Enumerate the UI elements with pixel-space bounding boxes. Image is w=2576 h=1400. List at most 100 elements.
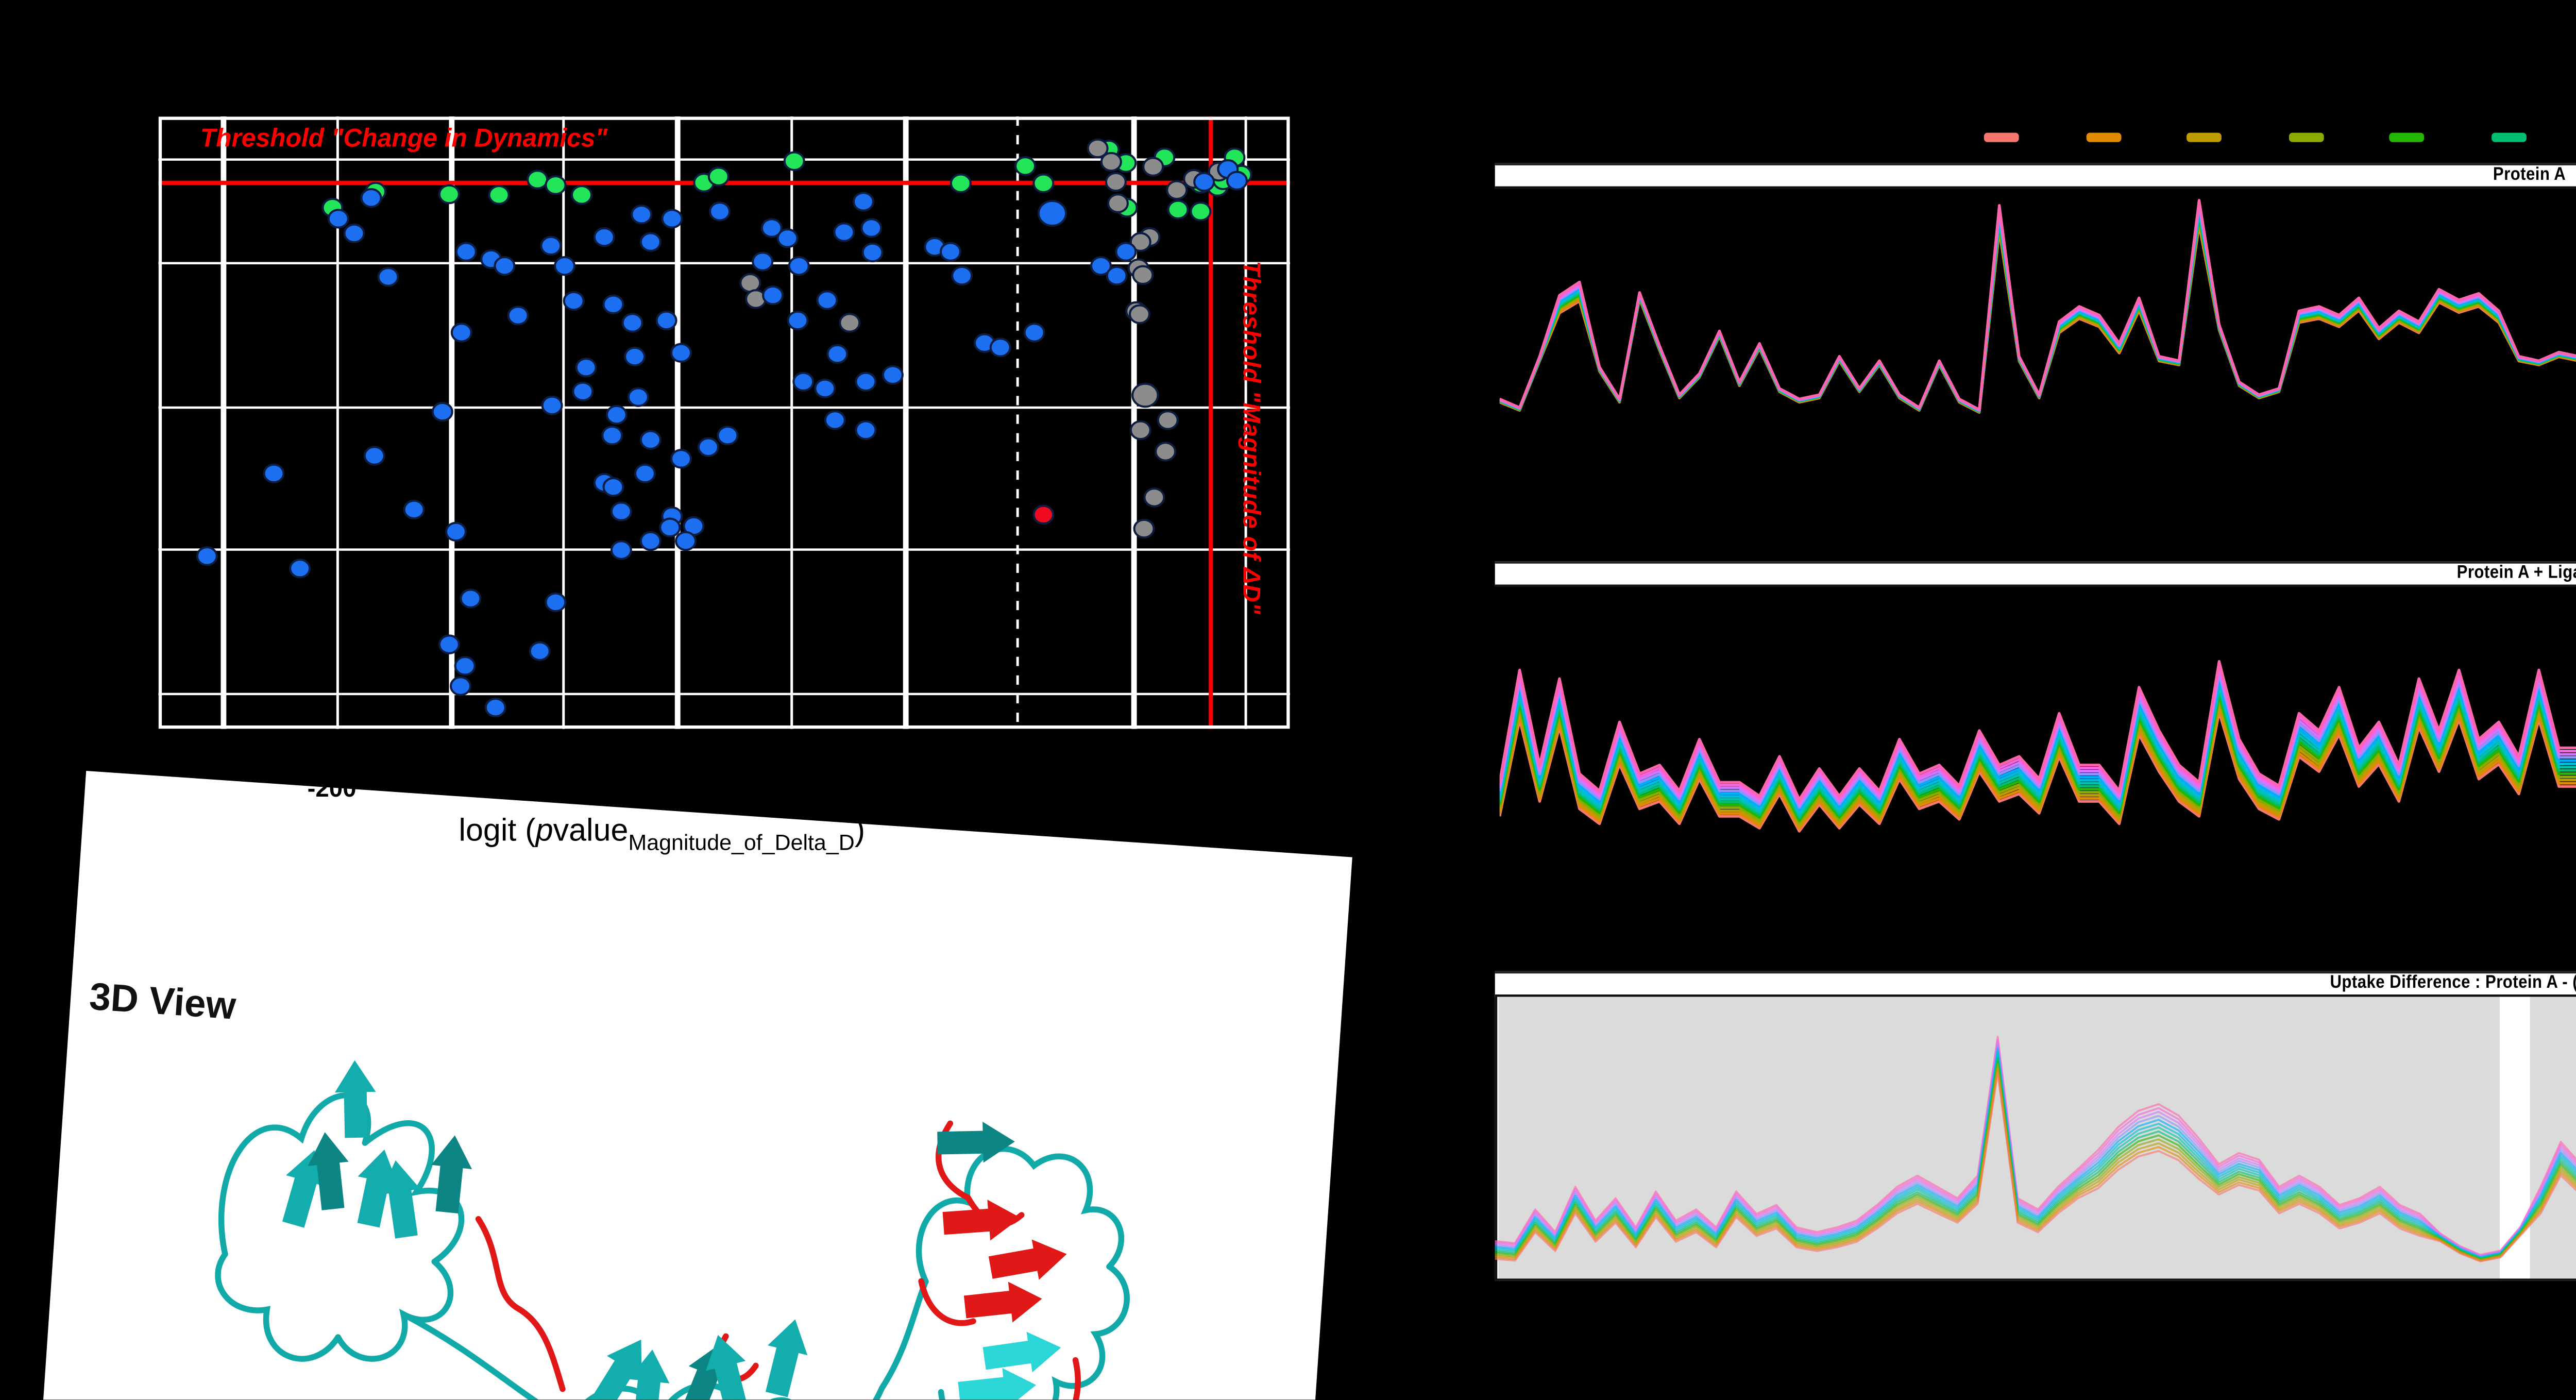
volcano-point[interactable] — [839, 313, 861, 333]
volcano-point[interactable] — [639, 430, 662, 450]
volcano-point[interactable] — [545, 592, 567, 613]
volcano-point[interactable] — [697, 437, 719, 458]
uptake-trace-4[interactable] — [1499, 217, 2576, 413]
volcano-point[interactable] — [1032, 504, 1055, 525]
uptake-trace-7[interactable] — [1499, 210, 2576, 413]
volcano-point[interactable] — [1167, 199, 1189, 220]
chart-protein-a-ligand[interactable] — [1499, 589, 2576, 841]
volcano-point[interactable] — [783, 151, 805, 171]
uptake-trace-2[interactable] — [1494, 1069, 2576, 1262]
volcano-point[interactable] — [1037, 199, 1067, 227]
volcano-point[interactable] — [855, 420, 877, 441]
volcano-point[interactable] — [833, 222, 855, 242]
volcano-point[interactable] — [1226, 171, 1248, 191]
volcano-point[interactable] — [655, 310, 677, 331]
legend-key-timepoint-1[interactable] — [1984, 133, 2019, 142]
volcano-point[interactable] — [860, 218, 883, 238]
uptake-trace-13[interactable] — [1499, 199, 2576, 411]
volcano-point[interactable] — [445, 521, 467, 542]
volcano-point[interactable] — [529, 641, 551, 661]
volcano-point[interactable] — [826, 344, 849, 364]
volcano-point[interactable] — [196, 546, 218, 566]
volcano-point[interactable] — [776, 228, 799, 248]
uptake-trace-12[interactable] — [1499, 199, 2576, 412]
chart-protein-a[interactable] — [1499, 196, 2576, 438]
volcano-point[interactable] — [855, 372, 877, 392]
uptake-trace-3[interactable] — [1499, 219, 2576, 414]
volcano-point[interactable] — [1132, 265, 1154, 285]
volcano-point[interactable] — [670, 449, 692, 469]
legend-key-timepoint-5[interactable] — [2389, 133, 2425, 142]
uptake-trace-6[interactable] — [1499, 212, 2576, 413]
volcano-plot[interactable]: Threshold "Change in Dynamics" Threshold… — [158, 116, 1290, 729]
volcano-point[interactable] — [788, 256, 810, 276]
volcano-point[interactable] — [327, 209, 349, 229]
uptake-trace-1[interactable] — [1494, 1072, 2576, 1262]
uptake-trace-13[interactable] — [1499, 644, 2576, 801]
volcano-point[interactable] — [1106, 265, 1128, 286]
volcano-point[interactable] — [450, 323, 472, 343]
volcano-point[interactable] — [610, 501, 632, 521]
volcano-point[interactable] — [1193, 172, 1215, 192]
volcano-point[interactable] — [852, 192, 874, 212]
volcano-point[interactable] — [484, 697, 506, 718]
volcano-point[interactable] — [670, 343, 692, 363]
volcano-point[interactable] — [882, 365, 904, 385]
volcano-point[interactable] — [1133, 518, 1155, 539]
protein-ribbon-structure[interactable] — [174, 1031, 1202, 1400]
volcano-point[interactable] — [1142, 157, 1164, 177]
volcano-point[interactable] — [989, 338, 1011, 358]
volcano-point[interactable] — [343, 223, 365, 244]
volcano-point[interactable] — [1100, 151, 1122, 172]
volcano-point[interactable] — [449, 676, 472, 696]
volcano-point[interactable] — [659, 517, 681, 537]
volcano-point[interactable] — [1129, 420, 1151, 441]
volcano-point[interactable] — [1166, 180, 1188, 200]
volcano-point[interactable] — [707, 166, 730, 187]
volcano-point[interactable] — [709, 201, 731, 222]
volcano-point[interactable] — [602, 477, 624, 497]
volcano-point[interactable] — [563, 291, 585, 311]
volcano-point[interactable] — [787, 310, 809, 331]
uptake-trace-10[interactable] — [1499, 204, 2576, 412]
volcano-point[interactable] — [1190, 201, 1212, 222]
volcano-point[interactable] — [494, 256, 516, 276]
volcano-point[interactable] — [403, 499, 425, 520]
volcano-point[interactable] — [1129, 232, 1151, 252]
volcano-point[interactable] — [816, 290, 838, 310]
volcano-point[interactable] — [1143, 487, 1165, 508]
legend-key-timepoint-3[interactable] — [2187, 133, 2222, 142]
volcano-point[interactable] — [1115, 242, 1137, 262]
volcano-point[interactable] — [1014, 156, 1037, 176]
volcano-point[interactable] — [363, 446, 385, 466]
volcano-point[interactable] — [593, 227, 615, 247]
volcano-point[interactable] — [762, 285, 784, 306]
volcano-point[interactable] — [814, 378, 836, 399]
volcano-point[interactable] — [631, 205, 653, 225]
volcano-point[interactable] — [605, 404, 628, 425]
volcano-point[interactable] — [621, 313, 643, 333]
uptake-trace-9[interactable] — [1499, 206, 2576, 412]
volcano-point[interactable] — [861, 242, 884, 263]
volcano-point[interactable] — [1107, 193, 1129, 213]
volcano-point[interactable] — [1155, 442, 1177, 462]
volcano-point[interactable] — [1131, 382, 1159, 408]
volcano-point[interactable] — [624, 346, 646, 367]
volcano-point[interactable] — [545, 175, 567, 195]
volcano-plot-canvas[interactable] — [158, 116, 1290, 729]
volcano-point[interactable] — [438, 634, 460, 654]
volcano-point[interactable] — [377, 267, 399, 287]
volcano-point[interactable] — [454, 655, 476, 676]
uptake-trace-11[interactable] — [1499, 201, 2576, 412]
volcano-point[interactable] — [739, 273, 761, 293]
volcano-point[interactable] — [289, 559, 311, 579]
legend-key-timepoint-6[interactable] — [2491, 133, 2527, 142]
volcano-point[interactable] — [554, 256, 576, 276]
volcano-point[interactable] — [438, 184, 460, 205]
volcano-point[interactable] — [950, 173, 972, 193]
volcano-point[interactable] — [627, 387, 649, 407]
volcano-point[interactable] — [661, 209, 683, 229]
volcano-point[interactable] — [639, 531, 662, 551]
volcano-point[interactable] — [1023, 323, 1045, 343]
volcano-point[interactable] — [360, 188, 382, 208]
